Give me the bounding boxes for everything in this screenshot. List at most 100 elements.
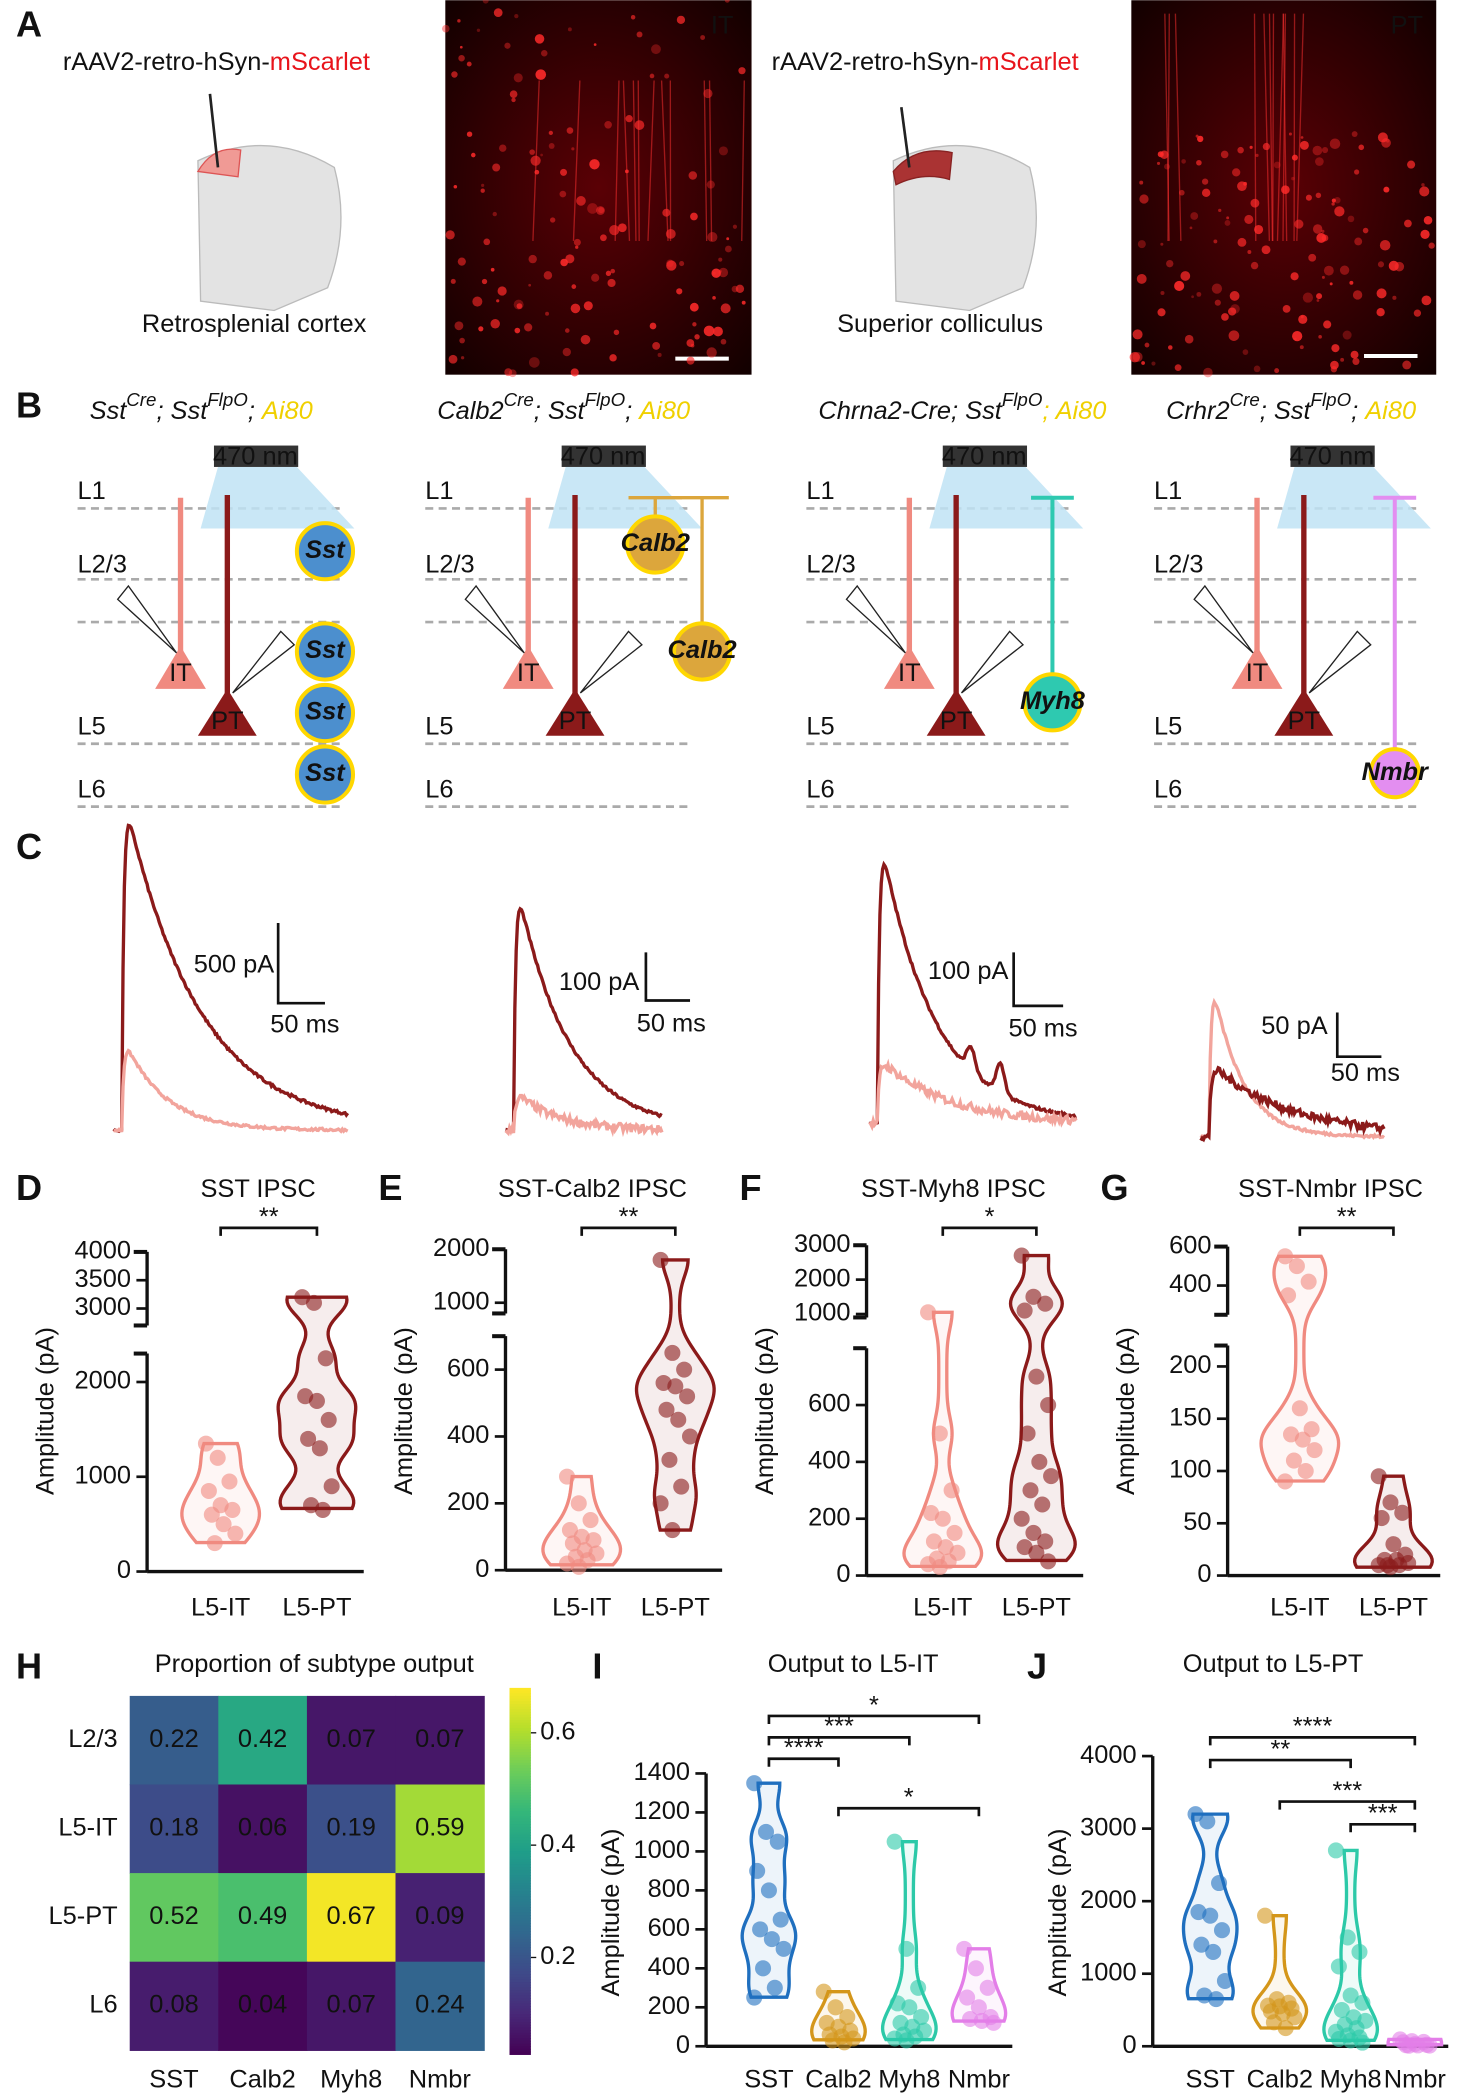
colorbar-slice: [509, 1869, 531, 1874]
data-point: [760, 1882, 777, 1899]
cell-speckle: [550, 217, 556, 223]
data-point: [1187, 1806, 1204, 1823]
colorbar-slice: [509, 1872, 531, 1876]
cell-speckle: [1168, 345, 1173, 350]
data-point: [1351, 1943, 1368, 1960]
cell-speckle: [458, 54, 465, 62]
data-point: [973, 2012, 990, 2029]
ipsc-trace: [1199, 1065, 1386, 1143]
dendrite: [637, 80, 640, 241]
cell-speckle: [445, 230, 455, 240]
y-axis-label: Amplitude (pA): [32, 1327, 60, 1495]
colorbar-slice: [509, 1810, 531, 1815]
colorbar-slice: [509, 1813, 531, 1817]
cell-speckle: [471, 152, 476, 158]
colorbar-slice: [509, 1727, 531, 1732]
cell-speckle: [625, 115, 633, 123]
cell-speckle: [589, 159, 600, 170]
violin: [1352, 1474, 1434, 1569]
colorbar-slice: [509, 2022, 531, 2026]
cell-speckle: [1298, 314, 1308, 324]
cell-speckle: [1428, 242, 1435, 249]
data-point: [1400, 2037, 1417, 2054]
cell-speckle: [1288, 132, 1292, 136]
y-tick-label: 2000: [75, 1367, 131, 1395]
construct-reporter: mScarlet: [270, 48, 370, 76]
colorbar-slice: [509, 1968, 531, 1973]
colorbar-slice: [509, 1762, 531, 1767]
colorbar-slice: [509, 1821, 531, 1825]
data-point: [1199, 1813, 1216, 1830]
data-point: [967, 1960, 984, 1977]
cell-speckle: [1228, 307, 1237, 316]
cell-speckle: [516, 303, 523, 309]
data-point: [746, 1775, 763, 1792]
data-point: [1019, 1425, 1036, 1442]
panel-title: SST IPSC: [200, 1175, 315, 1203]
colorbar-slice: [509, 1915, 531, 1919]
cell-speckle: [1421, 295, 1432, 306]
cell-speckle: [1157, 308, 1166, 317]
data-point: [1037, 1533, 1054, 1550]
significance-bracket: [837, 1806, 981, 1817]
dendrite: [647, 80, 655, 241]
colorbar-slice: [509, 1880, 531, 1884]
significance-label: *: [869, 1691, 879, 1719]
y-tick-label: 400: [447, 1421, 489, 1449]
data-point: [561, 1522, 578, 1539]
cell-speckle: [1249, 145, 1253, 149]
cell-speckle: [1136, 273, 1147, 284]
cell-value: 0.52: [149, 1902, 198, 1930]
genotype-part: Crhr2: [1166, 397, 1230, 425]
data-point: [1025, 1288, 1042, 1305]
data-point: [1291, 1400, 1308, 1417]
cell-speckle: [504, 42, 511, 49]
data-point: [670, 1411, 687, 1428]
ipsc-trace: [112, 823, 350, 1134]
cell-speckle: [617, 223, 627, 233]
light-source: [942, 445, 1028, 467]
cell-speckle: [1376, 308, 1385, 317]
cell-speckle: [1362, 227, 1369, 234]
pt-label: PT: [940, 707, 972, 735]
cell-speckle: [481, 183, 485, 187]
cell-speckle: [1214, 299, 1221, 306]
cell-speckle: [583, 301, 593, 311]
x-tick-label: L5-PT: [1002, 1594, 1071, 1622]
data-point: [1028, 1544, 1045, 1561]
ipsc-trace: [868, 1058, 1078, 1132]
genotype-part: Sst: [90, 397, 128, 425]
data-point: [227, 1525, 244, 1542]
region-label: Superior colliculus: [837, 310, 1043, 338]
data-point: [652, 1495, 669, 1512]
cell-speckle: [560, 168, 568, 176]
heatmap-cell: [129, 1873, 219, 1963]
colorbar-slice: [509, 1904, 531, 1908]
pt-label: PT: [1288, 707, 1320, 735]
y-tick-label: 0: [676, 2031, 690, 2059]
colorbar-slice: [509, 1711, 531, 1716]
cell-speckle: [571, 284, 577, 289]
colorbar-slice: [509, 1757, 531, 1761]
cell-speckle: [1139, 194, 1149, 204]
interneuron-label: Calb2: [621, 529, 690, 557]
cell-speckle: [450, 278, 456, 284]
colorbar-slice: [509, 1899, 531, 1903]
pt-soma: [1274, 688, 1334, 736]
pipette: [1308, 630, 1372, 694]
layer-label: L1: [806, 477, 834, 505]
heatmap-cell: [306, 1695, 397, 1786]
interneuron-label: Sst: [305, 698, 346, 726]
cell-speckle: [1137, 240, 1146, 249]
genotype-part: Ai80: [260, 397, 313, 425]
cell-speckle: [703, 325, 715, 337]
scale-time: 50 ms: [270, 1011, 339, 1039]
heatmap-cell: [395, 1873, 485, 1963]
colorbar-slice: [509, 1933, 531, 1938]
panel-letter: I: [592, 1646, 602, 1687]
colorbar-slice: [509, 2024, 531, 2029]
data-point: [1300, 1273, 1317, 1290]
colorbar-slice: [509, 1770, 531, 1775]
micrograph-it: [445, 0, 752, 375]
